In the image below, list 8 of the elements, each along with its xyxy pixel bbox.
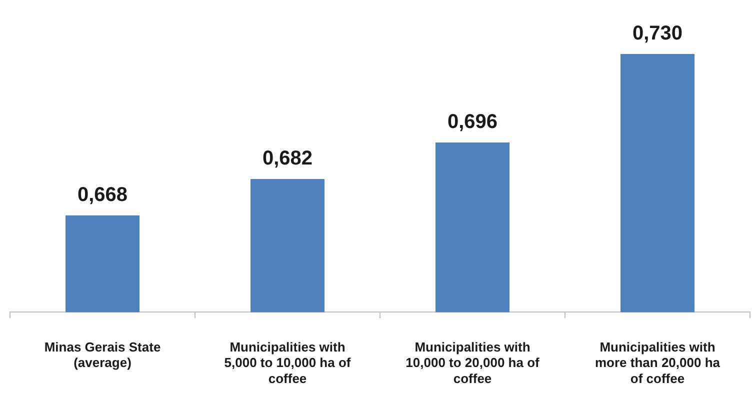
data-label: 0,696	[447, 111, 498, 134]
x-tick-label: Municipalities with 10,000 to 20,000 ha of coffee	[406, 340, 540, 386]
x-tick-label: Municipalities with 5,000 to 10,000 ha of coffee	[224, 340, 352, 386]
x-tick-label: Minas Gerais State (average)	[44, 340, 161, 370]
data-label: 0,668	[77, 184, 128, 206]
data-label: 0,682	[262, 147, 313, 170]
data-label: 0,730	[632, 22, 683, 45]
x-tick-label: Municipalities with more than 20,000 ha of coffee	[595, 340, 721, 386]
